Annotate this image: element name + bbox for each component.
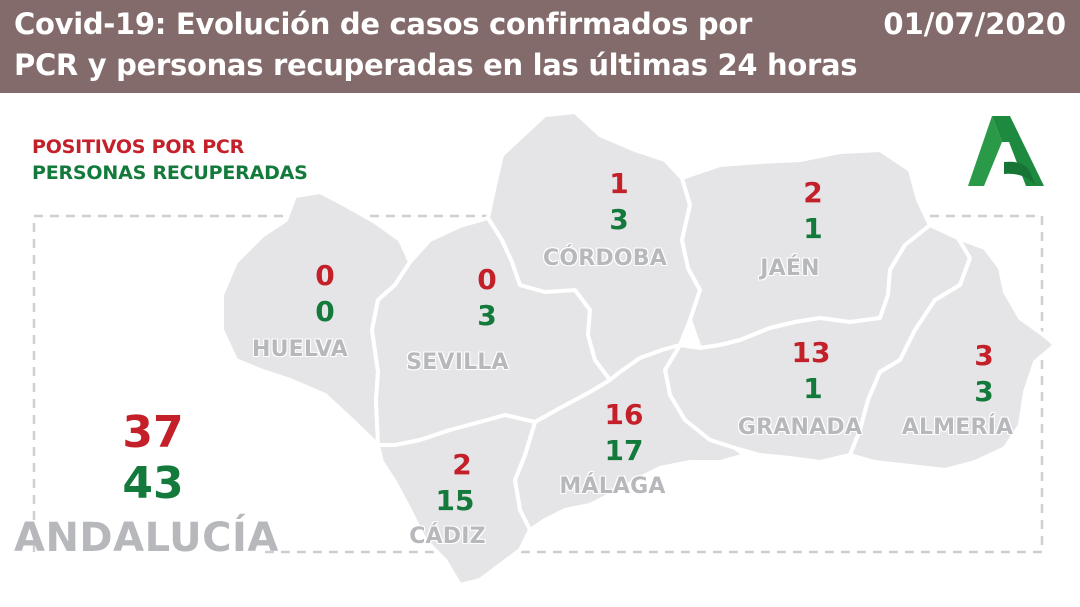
cordoba-positives: 1 xyxy=(609,167,629,200)
cordoba-recovered: 3 xyxy=(609,203,629,236)
jaen-label: JAÉN xyxy=(760,256,820,281)
huelva-label: HUELVA xyxy=(251,337,349,362)
cadiz-positives: 2 xyxy=(452,448,472,481)
province-cadiz xyxy=(376,413,537,587)
almeria-label: ALMERÍA xyxy=(901,415,1014,440)
granada-label: GRANADA xyxy=(737,415,863,440)
sevilla-positives: 0 xyxy=(477,263,497,296)
cadiz-label: CÁDIZ xyxy=(409,524,486,549)
region-title: ANDALUCÍA xyxy=(14,515,279,561)
title-line-2: PCR y personas recuperadas en las última… xyxy=(14,48,858,82)
legend-recovered: PERSONAS RECUPERADAS xyxy=(32,162,308,184)
malaga-recovered: 17 xyxy=(604,434,644,467)
almeria-positives: 3 xyxy=(974,339,994,372)
title-line-1: Covid-19: Evolución de casos confirmados… xyxy=(14,7,752,41)
almeria-recovered: 3 xyxy=(974,375,994,408)
granada-recovered: 1 xyxy=(803,372,823,405)
malaga-positives: 16 xyxy=(604,398,644,431)
sevilla-label: SEVILLA xyxy=(406,350,509,375)
total-positives: 37 xyxy=(122,407,184,458)
sevilla-recovered: 3 xyxy=(477,299,497,332)
header-bar: Covid-19: Evolución de casos confirmados… xyxy=(0,0,1080,93)
cordoba-label: CÓRDOBA xyxy=(543,246,667,271)
total-recovered: 43 xyxy=(122,458,184,509)
date-label: 01/07/2020 xyxy=(883,7,1066,41)
huelva-recovered: 0 xyxy=(315,295,335,328)
cadiz-recovered: 15 xyxy=(435,484,475,517)
page-title: Covid-19: Evolución de casos confirmados… xyxy=(14,4,894,86)
dashed-frame xyxy=(32,214,1044,554)
granada-positives: 13 xyxy=(791,336,831,369)
legend-positives: POSITIVOS POR PCR xyxy=(32,136,245,158)
province-malaga xyxy=(513,343,747,532)
malaga-label: MÁLAGA xyxy=(559,474,666,499)
junta-de-andalucia-logo-icon xyxy=(968,116,1044,186)
legend: POSITIVOS POR PCR PERSONAS RECUPERADAS xyxy=(32,134,308,186)
jaen-positives: 2 xyxy=(803,176,823,209)
huelva-positives: 0 xyxy=(315,259,335,292)
province-almeria xyxy=(848,236,1057,472)
jaen-recovered: 1 xyxy=(803,212,823,245)
